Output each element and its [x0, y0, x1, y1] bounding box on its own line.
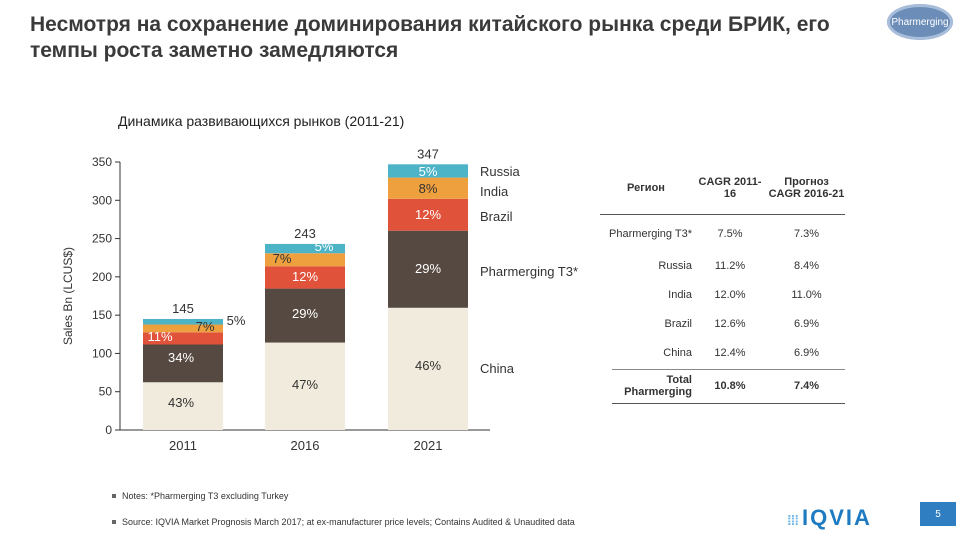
- chart-title: Динамика развивающихся рынков (2011-21): [118, 113, 405, 129]
- note-text: Notes: *Pharmerging T3 excluding Turkey: [122, 491, 289, 501]
- page-title: Несмотря на сохранение доминирования кит…: [30, 13, 830, 62]
- iqvia-logo: ⁞⁞⁞ IQVIA: [787, 505, 872, 531]
- page-number: 5: [920, 502, 956, 526]
- bar-segment-pharmerging-t3-: [265, 288, 345, 343]
- table-row: China 12.4% 6.9%: [600, 339, 845, 367]
- bar-segment-china: [388, 307, 468, 430]
- row-cagr: 11.2%: [714, 260, 746, 272]
- row-forecast: 7.3%: [793, 228, 820, 240]
- stacked-bar-chart: 0 50 100 150 200 250 300 350 Sales Bn (LCUS$) 201…: [61, 146, 578, 453]
- row-region: Russia: [658, 260, 692, 272]
- segment-label: 29%: [292, 306, 318, 321]
- bar-segment-brazil: [388, 198, 468, 231]
- bar-segment-russia: [388, 164, 468, 178]
- row-region: India: [668, 289, 692, 301]
- table-row: Russia 11.2% 8.4%: [600, 252, 845, 280]
- segment-label: 46%: [415, 358, 441, 373]
- segment-label: 34%: [168, 350, 194, 365]
- bar-segment-india: [265, 253, 345, 267]
- row-forecast: 11.0%: [791, 289, 822, 301]
- y-tick-label: 0: [105, 423, 112, 437]
- legend-label: India: [480, 184, 509, 199]
- row-cagr: 12.6%: [714, 318, 746, 330]
- row-region: China: [663, 347, 692, 359]
- row-cagr: 10.8%: [714, 380, 746, 392]
- y-tick-label: 300: [92, 193, 112, 207]
- row-region: Brazil: [664, 318, 692, 330]
- logo-dots-icon: ⁞⁞⁞: [787, 512, 799, 528]
- legend-label: Russia: [480, 164, 521, 179]
- bar-segment-india: [388, 177, 468, 199]
- y-tick-label: 200: [92, 270, 112, 284]
- bar-segment-brazil: [265, 266, 345, 289]
- segment-label: 7%: [196, 319, 215, 334]
- segment-label: 8%: [419, 181, 438, 196]
- y-tick-label: 50: [99, 385, 113, 399]
- header-region: Регион: [627, 182, 665, 194]
- row-region: Total Pharmerging: [624, 374, 692, 398]
- row-forecast: 8.4%: [793, 260, 820, 272]
- segment-label: 7%: [273, 251, 292, 266]
- row-forecast: 6.9%: [793, 347, 820, 359]
- legend-label: Brazil: [480, 209, 513, 224]
- segment-label: 11%: [147, 329, 172, 344]
- row-forecast: 6.9%: [793, 318, 820, 330]
- bar-segment-pharmerging-t3-: [388, 230, 468, 308]
- row-region: Pharmerging T3*: [609, 228, 692, 240]
- total-label: 145: [172, 301, 194, 316]
- bullet-icon: [112, 520, 116, 524]
- note-item: Notes: *Pharmerging T3 excluding Turkey: [112, 490, 575, 502]
- total-label: 347: [417, 146, 439, 161]
- x-tick-label: 2016: [291, 438, 320, 453]
- segment-label: 5%: [419, 164, 438, 179]
- row-cagr: 12.0%: [714, 289, 746, 301]
- total-divider: [612, 369, 845, 370]
- x-tick-label: 2021: [414, 438, 443, 453]
- row-cagr: 7.5%: [717, 228, 743, 240]
- table-bottom-border: [612, 403, 845, 404]
- legend-label: Pharmerging T3*: [480, 264, 578, 279]
- header-cagr: CAGR 2011-16: [698, 176, 762, 200]
- bar-segment-russia: [265, 243, 345, 254]
- header-forecast: Прогноз CAGR 2016-21: [768, 176, 845, 200]
- segment-label: 12%: [415, 207, 441, 222]
- table-header-divider: [600, 214, 845, 215]
- table-row-total: Total Pharmerging 10.8% 7.4%: [600, 372, 845, 400]
- y-axis-label: Sales Bn (LCUS$): [61, 247, 75, 345]
- table-row: India 12.0% 11.0%: [600, 281, 845, 309]
- total-label: 243: [294, 226, 316, 241]
- bar-segment-russia: [143, 318, 223, 325]
- bar-segment-china: [143, 382, 223, 430]
- row-cagr: 12.4%: [714, 347, 746, 359]
- y-tick-label: 250: [92, 232, 112, 246]
- legend-label: China: [480, 361, 515, 376]
- bar-segment-brazil: [143, 332, 223, 345]
- segment-label: 5%: [315, 239, 334, 254]
- segment-label: 5%: [227, 313, 246, 328]
- segment-label: 43%: [168, 395, 194, 410]
- y-tick-label: 350: [92, 155, 112, 169]
- table-header: Регион CAGR 2011-16 Прогноз CAGR 2016-21: [600, 170, 845, 206]
- note-item: Source: IQVIA Market Prognosis March 201…: [112, 516, 575, 528]
- notes: Notes: *Pharmerging T3 excluding Turkey …: [112, 490, 575, 542]
- bullet-icon: [112, 494, 116, 498]
- note-text: Source: IQVIA Market Prognosis March 201…: [122, 517, 575, 527]
- table-row: Brazil 12.6% 6.9%: [600, 310, 845, 338]
- bar-segment-pharmerging-t3-: [143, 344, 223, 383]
- y-tick-label: 150: [92, 308, 112, 322]
- bar-segment-china: [265, 342, 345, 430]
- y-tick-label: 100: [92, 346, 112, 360]
- row-forecast: 7.4%: [793, 380, 820, 392]
- pharmerging-badge: Pharmerging: [887, 4, 953, 40]
- segment-label: 29%: [415, 261, 441, 276]
- segment-label: 47%: [292, 377, 318, 392]
- bar-segment-india: [143, 324, 223, 333]
- segment-label: 12%: [292, 269, 318, 284]
- table-row: Pharmerging T3* 7.5% 7.3%: [600, 220, 845, 248]
- x-tick-label: 2011: [169, 438, 197, 453]
- logo-text: IQVIA: [802, 505, 872, 530]
